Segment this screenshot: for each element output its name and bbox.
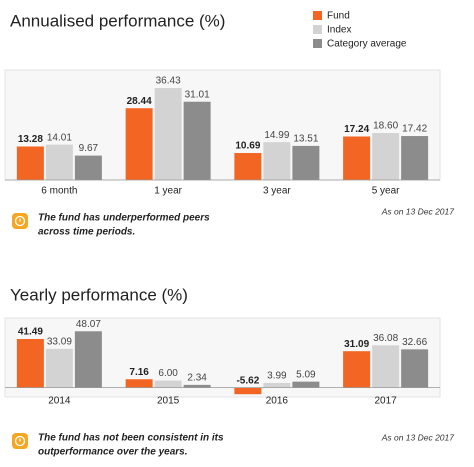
x-tick-label: 2016 bbox=[266, 396, 289, 407]
bar bbox=[125, 108, 153, 180]
bar bbox=[154, 88, 182, 180]
value-label: 5.09 bbox=[296, 369, 316, 380]
bar bbox=[343, 351, 371, 388]
value-label: 48.07 bbox=[76, 319, 101, 330]
value-label: 41.49 bbox=[18, 327, 43, 338]
value-label: 17.42 bbox=[402, 124, 427, 135]
bar bbox=[292, 381, 320, 388]
value-label: 32.66 bbox=[402, 337, 427, 348]
x-tick-label: 2014 bbox=[48, 396, 71, 407]
value-label: 7.16 bbox=[129, 367, 149, 378]
bar bbox=[372, 133, 400, 180]
note-icon-ring bbox=[14, 435, 26, 447]
note-text: outperformance over the years. bbox=[38, 447, 188, 458]
bar bbox=[183, 384, 211, 388]
value-label: 36.43 bbox=[156, 76, 181, 87]
value-label: 18.60 bbox=[373, 121, 398, 132]
bar bbox=[372, 345, 400, 388]
value-label: 6.00 bbox=[158, 368, 178, 379]
value-label: 9.67 bbox=[79, 143, 99, 154]
bar bbox=[125, 379, 153, 388]
value-label: -5.62 bbox=[236, 375, 259, 386]
legend-swatch bbox=[313, 39, 322, 48]
note-icon-ring bbox=[14, 215, 26, 227]
bar bbox=[74, 331, 102, 388]
x-tick-label: 6 month bbox=[41, 186, 77, 197]
bar bbox=[183, 101, 211, 180]
value-label: 2.34 bbox=[187, 373, 207, 384]
chart-title: Annualised performance (%) bbox=[10, 11, 225, 30]
date-note: As on 13 Dec 2017 bbox=[381, 206, 455, 216]
bar bbox=[16, 339, 44, 388]
bar bbox=[74, 155, 102, 180]
bar bbox=[343, 136, 371, 180]
value-label: 13.28 bbox=[18, 134, 43, 145]
value-label: 36.08 bbox=[373, 333, 398, 344]
value-label: 13.51 bbox=[293, 134, 318, 145]
bar bbox=[234, 153, 262, 180]
date-note: As on 13 Dec 2017 bbox=[381, 432, 455, 442]
value-label: 14.99 bbox=[264, 130, 289, 141]
bar bbox=[45, 144, 73, 180]
legend-label: Index bbox=[327, 25, 351, 36]
legend-swatch bbox=[313, 25, 322, 34]
value-label: 3.99 bbox=[267, 371, 287, 382]
bar bbox=[234, 387, 262, 395]
bar bbox=[292, 145, 320, 180]
note-text: across time periods. bbox=[38, 227, 135, 238]
value-label: 14.01 bbox=[47, 132, 72, 143]
x-tick-label: 2017 bbox=[375, 396, 398, 407]
legend-swatch bbox=[313, 11, 322, 20]
note-text: The fund has underperformed peers bbox=[38, 213, 210, 224]
bar bbox=[401, 349, 429, 388]
x-tick-label: 5 year bbox=[372, 186, 400, 197]
bar bbox=[401, 136, 429, 180]
x-tick-label: 3 year bbox=[263, 186, 291, 197]
value-label: 31.09 bbox=[344, 339, 369, 350]
value-label: 31.01 bbox=[185, 89, 210, 100]
value-label: 33.09 bbox=[47, 336, 72, 347]
legend-label: Fund bbox=[327, 11, 350, 22]
value-label: 17.24 bbox=[344, 124, 369, 135]
legend-label: Category average bbox=[327, 39, 407, 50]
value-label: 28.44 bbox=[127, 96, 152, 107]
note-text: The fund has not been consistent in its bbox=[38, 433, 224, 444]
bar bbox=[263, 382, 291, 388]
value-label: 10.69 bbox=[235, 141, 260, 152]
bar bbox=[16, 146, 44, 180]
bar bbox=[45, 348, 73, 388]
x-tick-label: 1 year bbox=[154, 186, 182, 197]
x-tick-label: 2015 bbox=[157, 396, 180, 407]
bar bbox=[154, 380, 182, 388]
bar bbox=[263, 142, 291, 180]
chart-title: Yearly performance (%) bbox=[10, 285, 188, 304]
